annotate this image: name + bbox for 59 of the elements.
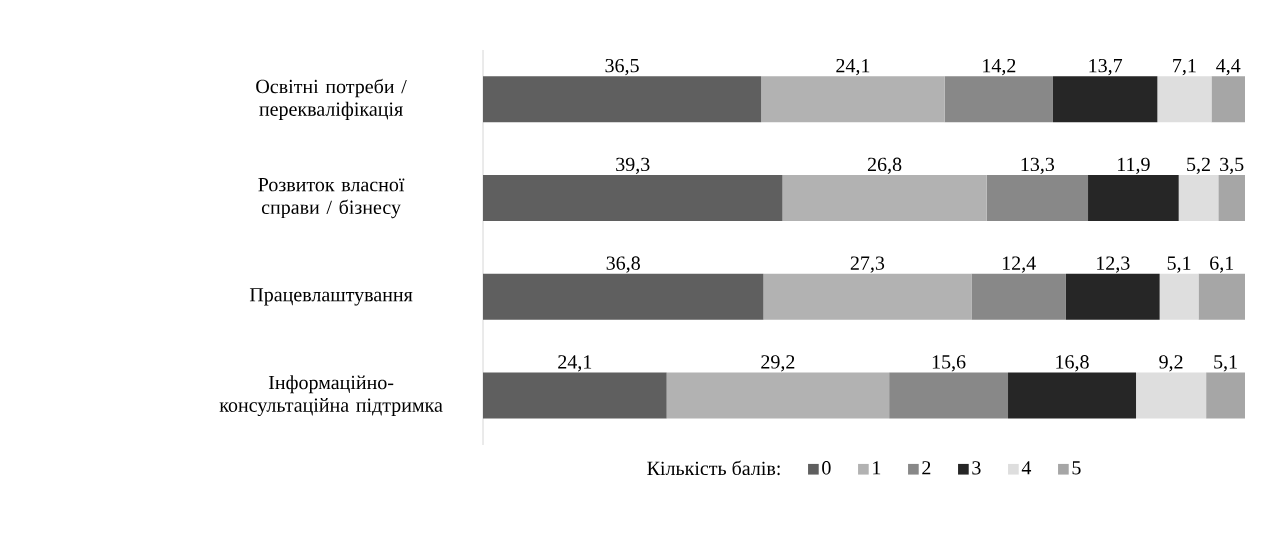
data-label: 11,9 [1117, 157, 1150, 174]
y-tick-label: Працевлаштування [249, 288, 413, 306]
legend-label: 0 [822, 461, 831, 475]
bar [971, 273, 1066, 320]
bar [1088, 175, 1179, 222]
legend-label: 5 [1072, 461, 1081, 475]
bar [889, 372, 1009, 419]
bar [1008, 372, 1137, 419]
bar [763, 273, 972, 320]
bar [1211, 76, 1245, 123]
bar [1065, 273, 1160, 320]
bar [761, 76, 945, 123]
data-label: 26,8 [867, 157, 902, 174]
legend-label: 4 [1021, 461, 1032, 475]
data-label: 13,3 [1021, 157, 1055, 174]
bar [1136, 372, 1207, 419]
data-label: 9,2 [1159, 355, 1183, 372]
data-label: 36,5 [605, 58, 639, 76]
bar [666, 372, 890, 419]
data-label: 24,1 [836, 58, 870, 76]
y-tick-label: Освітні потреби / перекваліфікація [256, 78, 407, 120]
bar [483, 175, 783, 222]
data-label: 12,3 [1097, 256, 1130, 273]
data-label: 24,1 [558, 355, 592, 372]
bar [1218, 175, 1245, 222]
bar [782, 175, 987, 222]
data-label: 29,2 [761, 355, 795, 372]
data-label: 14,2 [983, 58, 1016, 76]
bar [1052, 76, 1158, 123]
data-label: 15,6 [932, 355, 966, 372]
data-label: 5,2 [1187, 157, 1210, 174]
data-label: 3,5 [1220, 157, 1244, 174]
legend-label: 1 [873, 461, 881, 475]
legend-label: 2 [922, 461, 931, 475]
y-tick-label: Інформаційно-консультаційна підтримка [219, 375, 443, 417]
data-label: 6,1 [1210, 256, 1234, 273]
bar [1178, 175, 1219, 222]
data-label: 12,4 [1002, 256, 1036, 273]
data-label: 4,4 [1216, 59, 1241, 76]
bar [1206, 372, 1245, 419]
data-label: 5,1 [1167, 256, 1191, 273]
bar [483, 372, 667, 419]
data-label: 5,1 [1214, 355, 1237, 372]
y-tick-label: Розвиток власної справи / бізнесу [258, 178, 405, 219]
data-label: 36,8 [606, 256, 640, 273]
bar [944, 76, 1053, 123]
legend-label: 3 [972, 461, 981, 475]
legend-title: Кількість балів: [647, 460, 780, 476]
bar [483, 273, 764, 320]
data-label: 39,3 [616, 157, 650, 174]
data-label: 16,8 [1056, 355, 1089, 372]
bar [1159, 273, 1199, 320]
bar [986, 175, 1089, 222]
bar [1198, 273, 1245, 320]
data-label: 13,7 [1089, 58, 1123, 76]
data-label: 27,3 [850, 256, 885, 273]
bar [483, 76, 762, 123]
data-label: 7,1 [1173, 58, 1196, 76]
bar [1157, 76, 1212, 123]
